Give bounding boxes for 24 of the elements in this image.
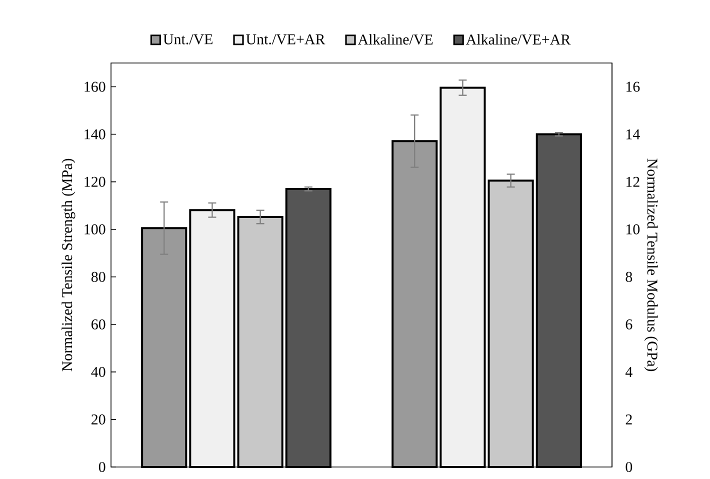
y2-tick-label: 0: [626, 462, 632, 472]
y2-tick-label: 10: [626, 224, 640, 234]
y-tick-label: 160: [84, 82, 106, 92]
y2-tick-label: 2: [626, 414, 632, 424]
y-tick-label: 0: [98, 462, 106, 472]
legend-label: Unt./VE: [163, 34, 212, 44]
y-tick-label: 100: [84, 224, 106, 234]
legend-label: Alkaline/VE: [358, 34, 433, 45]
y-tick-label: 20: [92, 414, 106, 424]
y2-axis-title: Normalized Tensile Modulus (GPa): [644, 158, 658, 372]
y2-tick-label: 8: [626, 272, 632, 282]
y-tick-label: 120: [84, 176, 106, 187]
y-tick-label: 60: [92, 319, 106, 330]
y2-tick-label: 14: [626, 129, 640, 140]
y2-tick-label: 12: [626, 176, 640, 187]
y-axis-title: Normalized Tensile Strength (MPa): [62, 158, 76, 372]
y2-tick-label: 6: [626, 319, 632, 330]
y-tick-label: 140: [84, 129, 106, 140]
legend-label: Alkaline/VE+AR: [466, 34, 571, 45]
y2-tick-label: 16: [626, 82, 640, 92]
legend-label: Unt./VE+AR: [246, 34, 326, 44]
y2-tick-label: 4: [625, 367, 632, 377]
y-tick-label: 80: [91, 272, 106, 282]
y-tick-label: 40: [91, 366, 106, 377]
